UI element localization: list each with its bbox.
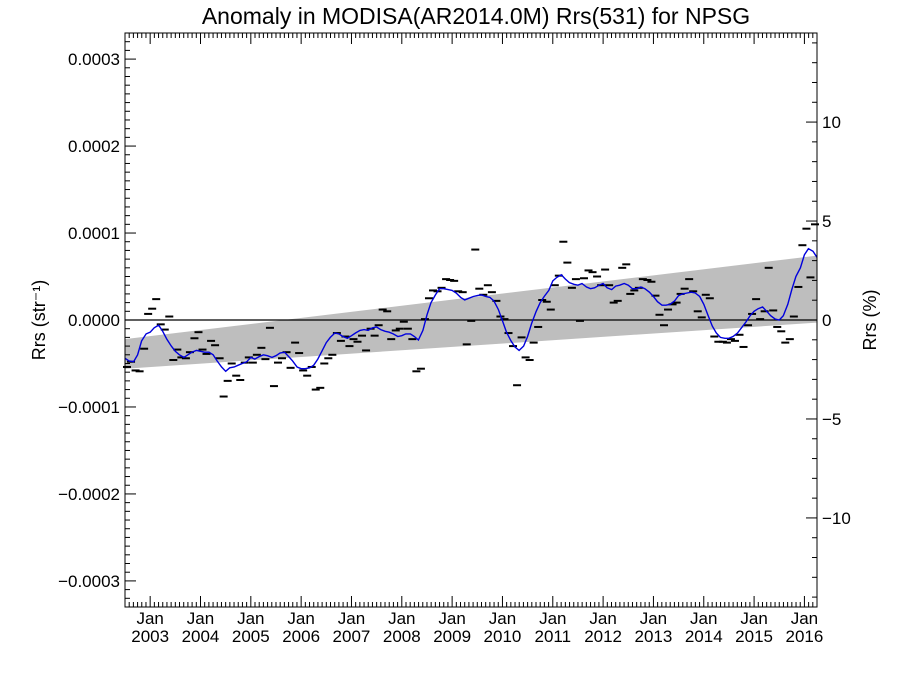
y-left-tick-label: 0.0001 [68, 224, 120, 243]
x-tick-label-year: 2013 [635, 627, 673, 646]
trend-band [125, 255, 817, 369]
x-tick-label-year: 2010 [484, 627, 522, 646]
x-tick-label-year: 2003 [131, 627, 169, 646]
x-tick-label-year: 2014 [685, 627, 723, 646]
y-left-tick-label: −0.0002 [58, 485, 120, 504]
x-tick-label-month: Jan [690, 609, 717, 628]
y-left-tick-label: 0.0000 [68, 311, 120, 330]
y-right-tick-label: −10 [822, 509, 851, 528]
y-right-tick-label: 5 [822, 212, 831, 231]
y-left-tick-label: −0.0003 [58, 572, 120, 591]
y-axis-right-label: Rrs (%) [860, 290, 880, 351]
x-tick-label-year: 2009 [433, 627, 471, 646]
y-left-tick-label: 0.0002 [68, 137, 120, 156]
x-tick-label-month: Jan [489, 609, 516, 628]
plot-area: 0.0003 0.0002 0.0001 0.0000 −0.0001 −0.0002 −0… [58, 32, 851, 646]
x-tick-label-month: Jan [539, 609, 566, 628]
x-tick-label-month: Jan [237, 609, 264, 628]
x-tick-label-year: 2011 [535, 627, 572, 646]
x-tick-label-month: Jan [388, 609, 415, 628]
x-tick-label-month: Jan [791, 609, 818, 628]
x-tick-label-month: Jan [740, 609, 767, 628]
chart-title: Anomaly in MODISA(AR2014.0M) Rrs(531) fo… [202, 3, 750, 29]
x-tick-label-year: 2007 [333, 627, 371, 646]
y-right-tick-label: −5 [822, 410, 841, 429]
x-tick-label-month: Jan [136, 609, 163, 628]
x-tick-label-year: 2015 [735, 627, 773, 646]
x-tick-label-month: Jan [640, 609, 667, 628]
x-tick-label-year: 2008 [383, 627, 421, 646]
x-tick-label-year: 2006 [282, 627, 320, 646]
y-right-tick-label: 10 [822, 113, 841, 132]
x-tick-label-month: Jan [338, 609, 365, 628]
x-tick-label-month: Jan [438, 609, 465, 628]
x-tick-label-year: 2004 [182, 627, 220, 646]
y-right-tick-label: 0 [822, 311, 831, 330]
x-tick-label-month: Jan [589, 609, 616, 628]
x-tick-label-year: 2005 [232, 627, 270, 646]
y-left-tick-label: 0.0003 [68, 50, 120, 69]
x-tick-label-month: Jan [287, 609, 314, 628]
y-left-tick-label: −0.0001 [58, 398, 120, 417]
smoothed-series-line [124, 247, 818, 373]
y-axis-left-label: Rrs (str⁻¹) [29, 280, 49, 360]
x-tick-label-year: 2016 [786, 627, 824, 646]
x-tick-label-year: 2012 [584, 627, 622, 646]
x-tick-label-month: Jan [187, 609, 214, 628]
